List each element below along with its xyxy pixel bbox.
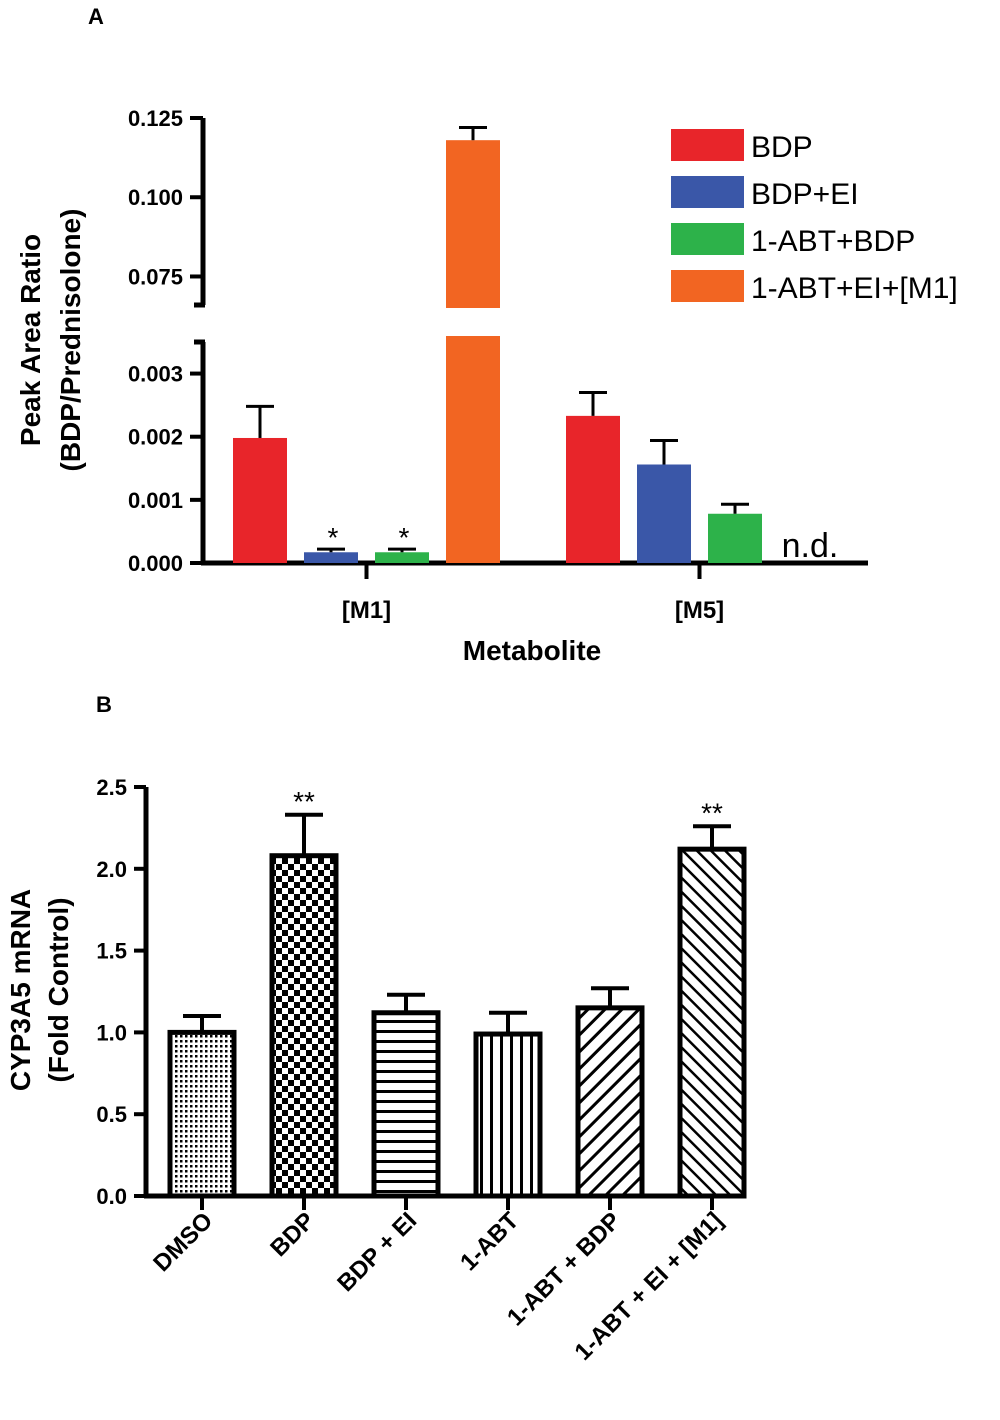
x-tick-label: [M5] — [675, 597, 724, 624]
bar — [167, 1029, 237, 1199]
y-tick-label: 1.5 — [96, 939, 127, 964]
annotation-nd: n.d. — [782, 527, 839, 565]
legend-swatch — [671, 223, 744, 255]
y-tick-label: 0.001 — [128, 488, 183, 513]
legend-swatch — [671, 176, 744, 208]
bar — [375, 552, 429, 563]
legend-label: BDP+EI — [751, 178, 859, 211]
x-tick-label: BDP + EI — [332, 1207, 422, 1297]
chart-a-tick-labels: 0.000 0.001 0.002 0.003 0.075 0.100 0.125 [M1] [… — [128, 106, 724, 624]
y-tick-label: 0.100 — [128, 185, 183, 210]
x-tick-label: 1-ABT — [455, 1207, 524, 1276]
chart-a-annotations: * * n.d. — [328, 522, 839, 565]
chart-b-y-axis-title-line1: CYP3A5 mRNA — [5, 889, 36, 1091]
bar — [304, 552, 358, 563]
chart-a-y-axis-title-line1: Peak Area Ratio — [15, 234, 46, 446]
chart-a-y-axis-title-line2: (BDP/Prednisolone) — [55, 209, 86, 472]
bar — [708, 513, 762, 563]
y-tick-label: 0.075 — [128, 264, 183, 289]
bar — [371, 1010, 441, 1199]
y-tick-label: 0.5 — [96, 1102, 127, 1127]
chart-a-x-axis-title: Metabolite — [463, 635, 601, 666]
bar — [677, 846, 747, 1199]
chart-b-bars — [167, 812, 747, 1199]
y-tick-label: 2.0 — [96, 857, 127, 882]
bar — [446, 336, 500, 563]
bar — [637, 464, 691, 563]
chart-b-y-axis-title-line2: (Fold Control) — [43, 897, 74, 1082]
bar — [566, 415, 620, 563]
chart-a-bars — [233, 126, 762, 563]
panel-label-a: A — [88, 4, 104, 29]
annotation-significance: * — [328, 522, 339, 553]
panel-label-b: B — [96, 692, 112, 717]
bar — [269, 853, 339, 1199]
x-tick-label: DMSO — [148, 1207, 218, 1277]
bar — [473, 1031, 543, 1199]
y-tick-label: 0.003 — [128, 362, 183, 387]
annotation-significance: ** — [701, 797, 723, 828]
y-tick-label: 0.000 — [128, 551, 183, 576]
legend-swatch — [671, 129, 744, 161]
annotation-significance: * — [399, 522, 410, 553]
chart-b-annotations: ** ** — [293, 786, 723, 828]
legend-label: BDP — [751, 131, 813, 164]
bar — [233, 437, 287, 563]
y-tick-label: 0.125 — [128, 106, 183, 131]
x-tick-label: BDP — [265, 1207, 320, 1262]
legend-label: 1-ABT+EI+[M1] — [751, 272, 958, 305]
legend-label: 1-ABT+BDP — [751, 225, 915, 258]
bar — [575, 1005, 645, 1199]
y-tick-label: 1.0 — [96, 1020, 127, 1045]
bar — [446, 140, 500, 308]
y-tick-label: 0.0 — [96, 1184, 127, 1209]
y-tick-label: 0.002 — [128, 425, 183, 450]
x-tick-label: [M1] — [342, 597, 391, 624]
legend-swatch — [671, 270, 744, 302]
y-tick-label: 2.5 — [96, 775, 127, 800]
chart-a-legend: BDP BDP+EI 1-ABT+BDP 1-ABT+EI+[M1] — [671, 129, 958, 305]
annotation-significance: ** — [293, 786, 315, 817]
